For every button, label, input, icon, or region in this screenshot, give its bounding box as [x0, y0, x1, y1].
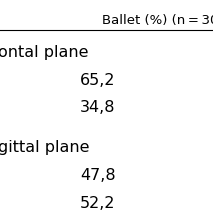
Text: 47,8: 47,8 [80, 168, 116, 183]
Text: ontal plane: ontal plane [0, 45, 88, 60]
Text: Ballet (%) (n = 30: Ballet (%) (n = 30 [102, 14, 213, 27]
Text: 65,2: 65,2 [80, 73, 115, 88]
Text: gittal plane: gittal plane [0, 140, 89, 155]
Text: 34,8: 34,8 [80, 100, 115, 115]
Text: 52,2: 52,2 [80, 196, 115, 211]
